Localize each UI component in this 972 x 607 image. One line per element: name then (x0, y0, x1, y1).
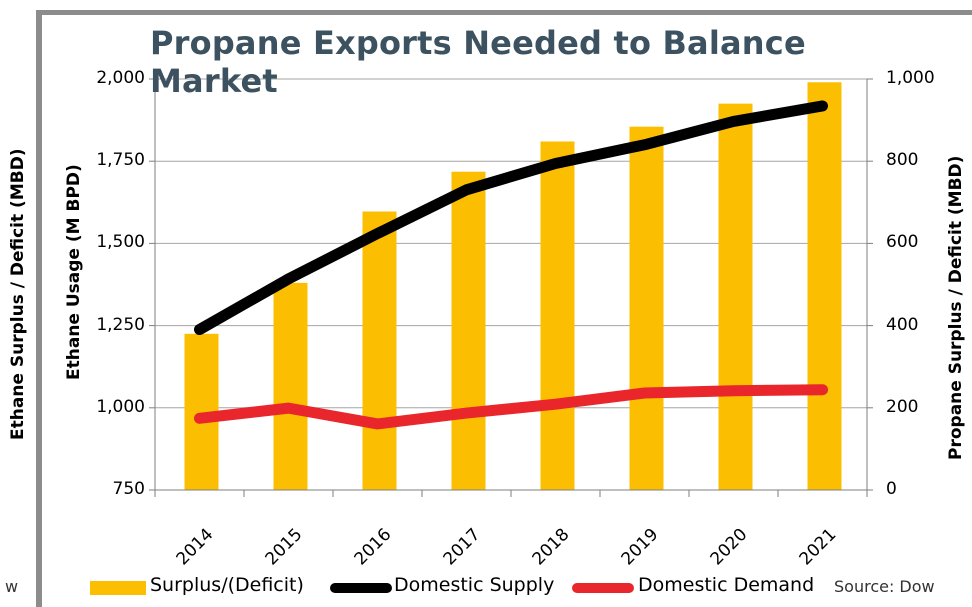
demand-point-2016 (377, 423, 378, 425)
bar-2015 (273, 282, 308, 490)
demand-point-2017 (466, 412, 467, 414)
bar-2018 (540, 141, 575, 491)
left-tick-label: 1,500 (96, 232, 145, 253)
left-tick-label: 2,000 (96, 68, 145, 88)
right-tick-label: 200 (886, 396, 919, 417)
bar-2020 (718, 103, 753, 490)
demand-point-2015 (288, 407, 289, 409)
left-tick-label: 750 (112, 479, 145, 499)
right-tick-label: 800 (886, 150, 919, 171)
supply-point-2017 (466, 189, 467, 191)
supply-point-2016 (377, 233, 378, 235)
frame-top (36, 10, 972, 15)
right-tick-label: 600 (886, 232, 919, 253)
left-tick-label: 1,000 (96, 396, 145, 417)
legend-label-surplus: Surplus/(Deficit) (150, 574, 304, 596)
supply-point-2014 (199, 329, 200, 331)
demand-point-2018 (555, 403, 556, 405)
legend-item-supply: Domestic Supply (330, 573, 570, 599)
left-y-axis-label: Ethane Usage (M BPD) (64, 164, 84, 380)
left-tick-label: 1,750 (96, 150, 145, 171)
demand-point-2014 (199, 417, 200, 419)
legend-swatch-surplus (90, 581, 146, 595)
bar-2017 (451, 171, 486, 490)
supply-point-2019 (644, 144, 645, 146)
supply-point-2021 (822, 105, 823, 107)
legend-label-demand: Domestic Demand (638, 574, 815, 596)
line-domestic-demand (194, 384, 828, 430)
supply-point-2018 (555, 163, 556, 165)
bar-2021 (807, 82, 842, 491)
frame-left (36, 10, 42, 607)
left-tick-label: 1,250 (96, 314, 145, 335)
chart-title: Propane Exports Needed to Balance Market (150, 24, 806, 100)
legend-swatch-supply (330, 583, 392, 593)
legend-item-demand: Domestic Demand (572, 573, 832, 599)
right-tick-label: 1,000 (886, 68, 935, 88)
bar-2019 (629, 126, 664, 491)
source-note: Source: Dow (834, 577, 935, 596)
legend-swatch-demand (572, 583, 634, 593)
right-tick-label: 400 (886, 314, 919, 335)
supply-point-2015 (288, 278, 289, 280)
demand-point-2019 (644, 392, 645, 394)
demand-point-2021 (822, 389, 823, 391)
line-domestic-supply (194, 100, 828, 336)
demand-point-2020 (733, 390, 734, 392)
legend-label-supply: Domestic Supply (394, 574, 555, 596)
cut-off-text: w (5, 577, 19, 596)
legend-item-surplus: Surplus/(Deficit) (90, 573, 330, 599)
supply-point-2020 (733, 120, 734, 122)
right-tick-label: 0 (886, 479, 897, 499)
bar-2016 (362, 211, 397, 490)
